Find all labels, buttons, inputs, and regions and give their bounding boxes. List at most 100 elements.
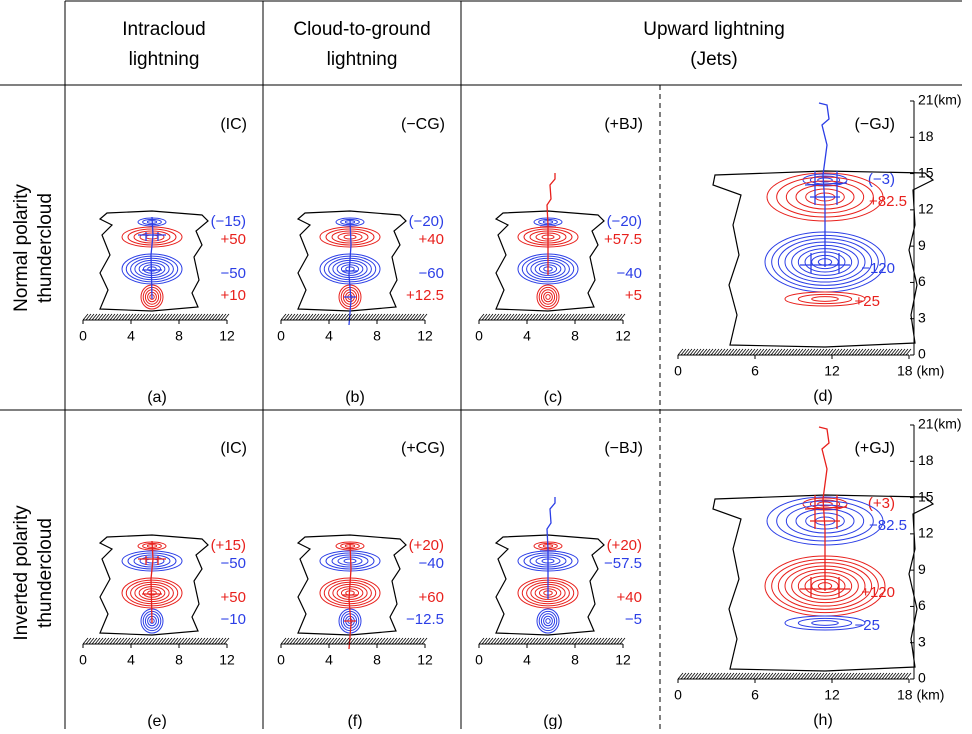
x-tick-label: 12 <box>417 652 433 668</box>
charge-label: +40 <box>617 589 642 606</box>
x-tick-label: 6 <box>751 687 759 703</box>
panel-caption: (d) <box>813 388 833 405</box>
x-tick-label: 8 <box>373 328 381 344</box>
y-tick-label: 9 <box>918 561 926 577</box>
y-tick-label: 18 <box>918 452 934 468</box>
column-header: (Jets) <box>690 49 738 70</box>
charge-label: (−20) <box>607 213 642 230</box>
charge-contour <box>546 295 550 300</box>
y-tick-label: 3 <box>918 309 926 325</box>
x-tick-label: 0 <box>475 652 483 668</box>
x-tick-label: 8 <box>175 652 183 668</box>
column-header: lightning <box>327 49 398 70</box>
ground-hatch <box>281 314 427 320</box>
charge-label: (+15) <box>211 537 246 554</box>
x-tick-label: 4 <box>325 652 333 668</box>
x-tick-label: 12 <box>824 363 840 379</box>
x-tick-label: 12 <box>824 687 840 703</box>
x-tick-label: 4 <box>523 328 531 344</box>
panel-tag: (−GJ) <box>855 116 895 133</box>
x-tick-label: 12 <box>615 652 631 668</box>
panel-caption: (g) <box>543 713 563 729</box>
charge-label: +82.5 <box>869 193 907 210</box>
panel-tag: (−BJ) <box>604 440 643 457</box>
charge-label: +50 <box>221 589 246 606</box>
panel-caption: (a) <box>147 389 167 406</box>
charge-label: −40 <box>617 265 642 282</box>
x-tick-label: 0 <box>475 328 483 344</box>
charge-label: +50 <box>221 231 246 248</box>
x-tick-label: 4 <box>325 328 333 344</box>
y-tick-label: 9 <box>918 237 926 253</box>
y-tick-label: 3 <box>918 633 926 649</box>
figure: Intracloud lightning Cloud-to-ground lig… <box>0 0 972 729</box>
ground-hatch <box>281 638 427 644</box>
y-tick-label: 6 <box>918 273 926 289</box>
charge-contour <box>537 609 559 633</box>
ground-hatch <box>479 314 625 320</box>
charge-label: −57.5 <box>604 555 642 572</box>
x-tick-label: 18 (km) <box>897 687 944 703</box>
panel-caption: (f) <box>347 713 362 729</box>
charge-label: (−20) <box>409 213 444 230</box>
x-tick-label: 8 <box>571 328 579 344</box>
x-tick-label: 0 <box>277 652 285 668</box>
charge-label: −60 <box>419 265 444 282</box>
row-label: Normal polarity <box>11 184 32 312</box>
table-grid <box>0 1 962 729</box>
x-tick-label: 0 <box>277 328 285 344</box>
x-tick-label: 0 <box>674 687 682 703</box>
y-tick-label: 6 <box>918 597 926 613</box>
charge-label: −25 <box>855 617 880 634</box>
x-tick-label: 0 <box>674 363 682 379</box>
charge-contour <box>798 294 851 303</box>
y-tick-label: 0 <box>918 670 926 686</box>
row-label: thundercloud <box>35 193 56 303</box>
charge-label: +5 <box>625 287 642 304</box>
charge-label: −50 <box>221 555 246 572</box>
charge-contour <box>812 621 839 626</box>
charge-label: −40 <box>419 555 444 572</box>
charge-label: +120 <box>861 584 895 601</box>
charge-contour <box>544 616 553 626</box>
ground-hatch <box>678 673 911 679</box>
column-header: Upward lightning <box>643 19 785 40</box>
panel: (−20)+40−60+12.504812(−CG)(b) <box>277 116 445 406</box>
column-header: Intracloud <box>122 19 205 40</box>
x-tick-label: 4 <box>127 652 135 668</box>
x-tick-label: 6 <box>751 363 759 379</box>
panel-tag: (+CG) <box>401 440 445 457</box>
x-tick-label: 8 <box>373 652 381 668</box>
row-label: Inverted polarity <box>11 505 32 641</box>
y-tick-label: 18 <box>918 128 934 144</box>
x-tick-label: 12 <box>417 328 433 344</box>
charge-label: +12.5 <box>406 287 444 304</box>
panel-tag: (+GJ) <box>855 440 895 457</box>
panel-caption: (e) <box>147 713 167 729</box>
charge-label: −10 <box>221 611 246 628</box>
charge-label: +25 <box>855 293 880 310</box>
panel-caption: (c) <box>544 389 563 406</box>
charge-label: +60 <box>419 589 444 606</box>
charge-label: (+20) <box>607 537 642 554</box>
y-tick-label: 15 <box>918 488 934 504</box>
charge-label: (+20) <box>409 537 444 554</box>
charge-contour <box>798 618 851 627</box>
x-tick-label: 8 <box>175 328 183 344</box>
x-tick-label: 0 <box>79 652 87 668</box>
ground-hatch <box>678 349 911 355</box>
charge-label: −50 <box>221 265 246 282</box>
x-tick-label: 12 <box>219 328 235 344</box>
charge-label: +40 <box>419 231 444 248</box>
column-header: lightning <box>129 49 200 70</box>
charge-contour <box>546 619 550 624</box>
ground-hatch <box>479 638 625 644</box>
charge-label: −12.5 <box>406 611 444 628</box>
panel-tag: (IC) <box>220 440 247 457</box>
ground-hatch <box>83 314 229 320</box>
x-tick-label: 4 <box>127 328 135 344</box>
panel: (+20)−40 +60 −12.5 0 4 8 12 (+CG) (f) <box>277 440 445 729</box>
